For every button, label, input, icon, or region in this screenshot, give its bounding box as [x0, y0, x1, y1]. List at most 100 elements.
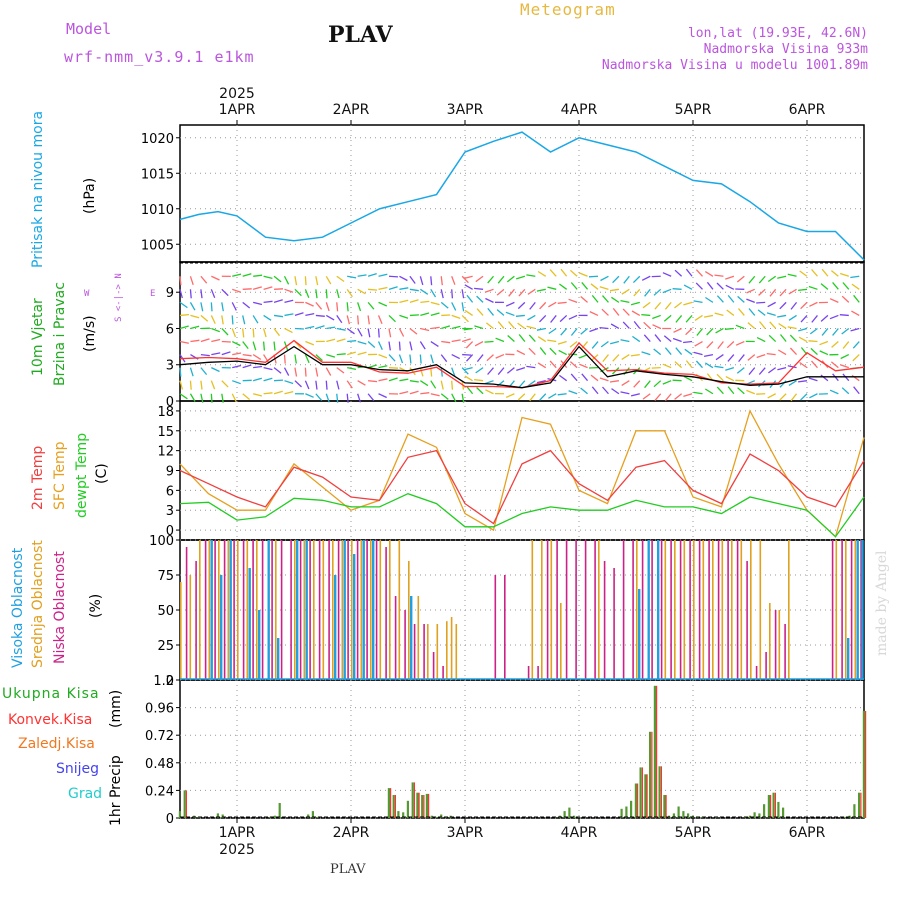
wind-arrow	[304, 380, 310, 390]
precip-bar	[687, 813, 690, 818]
wind-arrow	[476, 387, 484, 395]
ytick-label-pressure: 1020	[141, 132, 174, 147]
wind-arrow	[539, 301, 547, 310]
cloud-mid-bar	[759, 540, 762, 680]
wind-arrow	[620, 391, 630, 395]
x-top-label: 6APR	[789, 102, 826, 118]
cloud-low-bar	[736, 540, 739, 680]
wind-arrow	[461, 338, 471, 343]
wind-arrow	[716, 295, 724, 303]
precip-bar	[634, 783, 637, 818]
wind-arrow	[347, 367, 357, 371]
ytick-label-precipitation: 0.72	[145, 729, 174, 744]
wind-arrow	[715, 327, 724, 334]
wind-arrow	[738, 354, 745, 363]
cloud-low-bar	[504, 575, 506, 680]
wind-arrow	[252, 354, 262, 360]
ytick-label-cloud_cover: 0	[166, 674, 174, 689]
wind-arrow	[829, 314, 839, 320]
cloud-mid-bar	[712, 540, 714, 680]
wind-arrow	[684, 348, 693, 356]
wind-arrow	[399, 287, 409, 290]
precip-conv-bar	[390, 788, 392, 818]
x-bottom-label: 6APR	[789, 825, 826, 841]
wind-arrow	[840, 354, 850, 360]
wind-arrow	[461, 302, 465, 312]
wind-arrow	[777, 349, 787, 356]
cloud-mid-bar	[740, 540, 743, 680]
wind-arrow	[852, 341, 860, 349]
ytick-label-temperature: 9	[166, 465, 174, 480]
wind-arrow	[420, 392, 430, 395]
wind-arrow	[578, 272, 588, 277]
wind-arrow	[377, 315, 383, 324]
wind-arrow	[821, 328, 829, 336]
wind-arrow	[336, 367, 345, 374]
wind-arrow	[630, 393, 640, 397]
wind-arrow	[284, 327, 293, 334]
cloud-high-bar	[856, 540, 859, 680]
wind-arrow	[579, 363, 588, 369]
pressure-series	[179, 131, 865, 261]
wind-arrow	[189, 276, 194, 285]
wind-arrow	[841, 387, 850, 395]
wind-arrow	[474, 287, 484, 290]
wind-arrow	[388, 354, 396, 362]
wind-arrow	[420, 300, 430, 304]
wind-arrow	[305, 301, 314, 307]
wind-arrow	[388, 328, 392, 338]
wind-arrow	[221, 288, 229, 297]
wind-arrow	[430, 354, 434, 364]
wind-arrow	[811, 268, 818, 277]
wind-arrow	[841, 327, 850, 335]
wind-arrow	[475, 367, 484, 374]
cloud-low-bar	[860, 540, 862, 680]
precip-bar	[278, 803, 281, 818]
wind-arrow	[263, 275, 273, 280]
wind-arrow	[581, 281, 589, 290]
wind-arrow	[560, 328, 568, 336]
wind-arrow	[819, 350, 829, 356]
wind-arrow	[829, 298, 839, 303]
cloud-low-bar	[537, 666, 539, 680]
wind-arrow	[664, 347, 672, 356]
wind-arrow	[703, 353, 714, 358]
wind-arrow	[326, 326, 336, 330]
wind-arrow	[557, 393, 567, 396]
wind-arrow	[505, 311, 515, 317]
wind-arrow	[683, 301, 693, 306]
legend-snow: Snijeg	[56, 761, 100, 777]
wind-arrow	[305, 312, 315, 317]
cloud-mid-bar	[370, 540, 372, 680]
cloud-mid-bar	[180, 582, 182, 680]
wind-arrow	[610, 340, 620, 345]
wind-arrow	[685, 314, 693, 323]
precip-conv-bar	[418, 792, 420, 818]
cloud-low-bar	[565, 540, 568, 680]
cloud-low-bar	[831, 540, 834, 680]
cloud-high-bar	[638, 589, 641, 680]
wind-arrow	[726, 341, 735, 349]
precip-bar	[406, 800, 409, 819]
wind-arrow	[569, 269, 578, 277]
wind-arrow	[788, 314, 797, 321]
wind-arrow	[476, 308, 484, 316]
x-bottom-label: 4APR	[561, 825, 598, 841]
cloud-low-bar	[850, 540, 853, 680]
wind-arrow	[507, 335, 515, 343]
cloud-mid-bar	[664, 540, 667, 680]
cloud-mid-bar	[408, 561, 410, 680]
wind-arrow	[451, 325, 461, 330]
wind-arrow	[367, 341, 376, 348]
wind-arrow	[581, 373, 589, 382]
cloud-low-bar	[385, 547, 387, 680]
precip-bar	[402, 812, 405, 819]
wind-arrow	[315, 276, 319, 286]
wind-arrow	[662, 272, 672, 277]
wind-arrow	[851, 283, 860, 290]
wind-arrow	[190, 314, 200, 319]
cloud-low-bar	[727, 540, 729, 680]
cloud-mid-bar	[550, 540, 553, 680]
wind-arrow	[179, 380, 184, 390]
wind-arrow	[252, 301, 263, 306]
